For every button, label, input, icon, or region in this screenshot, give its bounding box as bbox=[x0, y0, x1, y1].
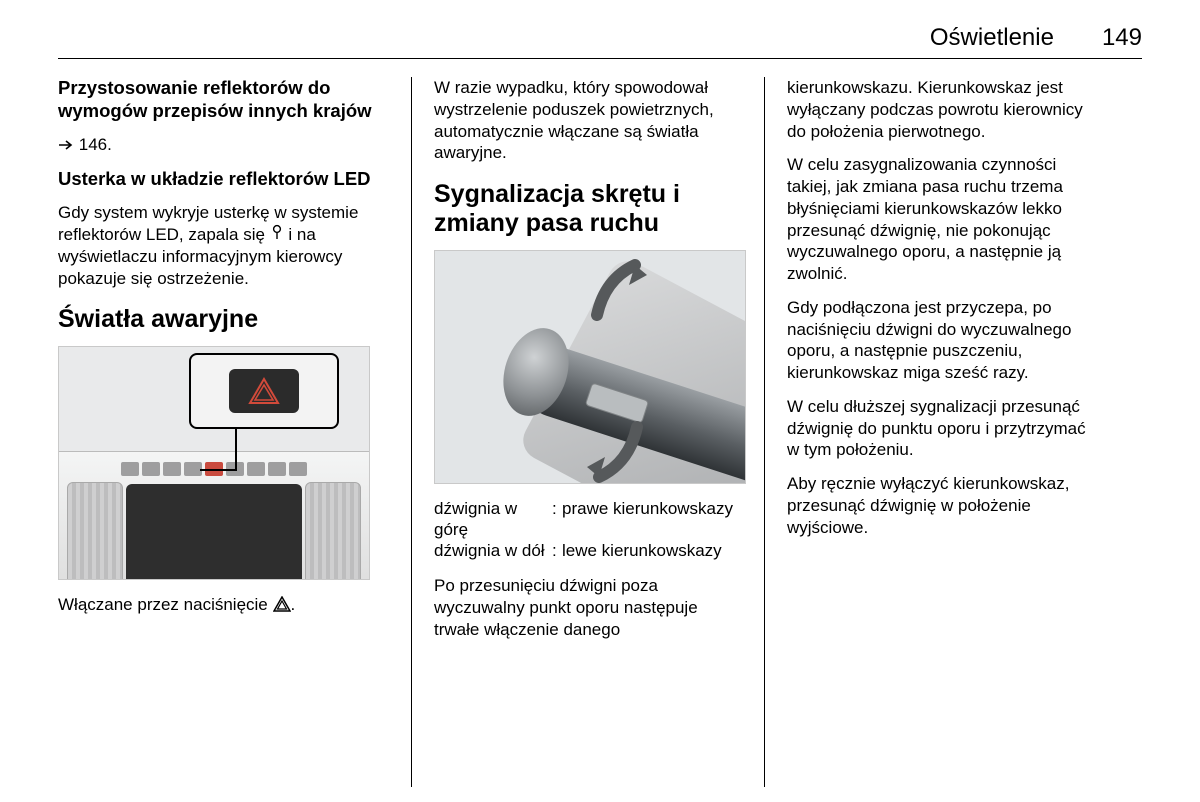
xref-arrow-icon bbox=[58, 135, 74, 154]
xref-146: 146. bbox=[58, 134, 391, 156]
paragraph-past-resistance: Po przesunięciu dźwigni poza wyczuwalny … bbox=[434, 575, 744, 640]
warning-lamp-icon bbox=[270, 225, 284, 244]
def-lever-down-term: dźwignia w dół bbox=[434, 540, 552, 561]
heading-headlight-adapt: Przystosowanie reflektorów do wymogów pr… bbox=[58, 77, 391, 122]
lever-definitions: dźwignia w górę : prawe kierunkowskazy d… bbox=[434, 498, 744, 562]
paragraph-accident-auto-hazard: W razie wypadku, który spowodował wystrz… bbox=[434, 77, 744, 164]
paragraph-three-flashes: W celu zasygnalizowania czynności takiej… bbox=[787, 154, 1097, 285]
arrow-up-icon bbox=[585, 257, 655, 327]
def-lever-up-value: prawe kierunkowskazy bbox=[562, 498, 744, 541]
manual-page: Oświetlenie 149 Przystosowanie reflektor… bbox=[0, 0, 1200, 802]
def-colon-2: : bbox=[552, 540, 562, 561]
figure-hazard-lights bbox=[58, 346, 370, 580]
def-lever-down-value: lewe kierunkowskazy bbox=[562, 540, 744, 561]
content-columns: Przystosowanie reflektorów do wymogów pr… bbox=[58, 77, 1142, 787]
paragraph-manual-cancel: Aby ręcznie wyłączyć kierunkowskaz, prze… bbox=[787, 473, 1097, 538]
air-vent-left bbox=[67, 482, 123, 580]
column-3: kierunkowskazu. Kierunkowskaz jest wyłąc… bbox=[764, 77, 1117, 787]
heading-led-fault: Usterka w układzie reflektorów LED bbox=[58, 168, 391, 191]
callout-leader-line bbox=[235, 429, 237, 469]
paragraph-trailer-six: Gdy podłączona jest przyczepa, po naciśn… bbox=[787, 297, 1097, 384]
paragraph-auto-cancel: kierunkowskazu. Kierunkowskaz jest wyłąc… bbox=[787, 77, 1097, 142]
hazard-triangle-icon bbox=[247, 376, 281, 406]
paragraph-hold-longer: W celu dłuższej sygnalizacji przesunąć d… bbox=[787, 396, 1097, 461]
xref-page-number: 146. bbox=[79, 135, 112, 154]
def-colon-1: : bbox=[552, 498, 562, 541]
air-vent-right bbox=[305, 482, 361, 580]
heading-turn-signals: Sygnalizacja skrętu i zmiany pasa ruchu bbox=[434, 180, 744, 238]
page-number: 149 bbox=[1102, 24, 1142, 52]
hazard-text: Włączane przez naciśnięcie bbox=[58, 595, 268, 614]
hazard-button-callout bbox=[189, 353, 339, 429]
paragraph-led-fault: Gdy system wykryje usterkę w systemie re… bbox=[58, 202, 391, 289]
arrow-down-icon bbox=[585, 421, 655, 484]
def-lever-up-term: dźwignia w górę bbox=[434, 498, 552, 541]
heading-hazard-lights: Światła awaryjne bbox=[58, 305, 391, 334]
column-1: Przystosowanie reflektorów do wymogów pr… bbox=[58, 77, 411, 787]
section-title: Oświetlenie bbox=[930, 24, 1054, 52]
column-2: W razie wypadku, który spowodował wystrz… bbox=[411, 77, 764, 787]
hazard-triangle-inline-icon bbox=[273, 595, 291, 614]
hazard-button bbox=[229, 369, 299, 413]
page-header: Oświetlenie 149 bbox=[58, 24, 1142, 59]
paragraph-hazard-activate: Włączane przez naciśnięcie . bbox=[58, 594, 391, 616]
figure-turn-signal-stalk bbox=[434, 250, 746, 484]
